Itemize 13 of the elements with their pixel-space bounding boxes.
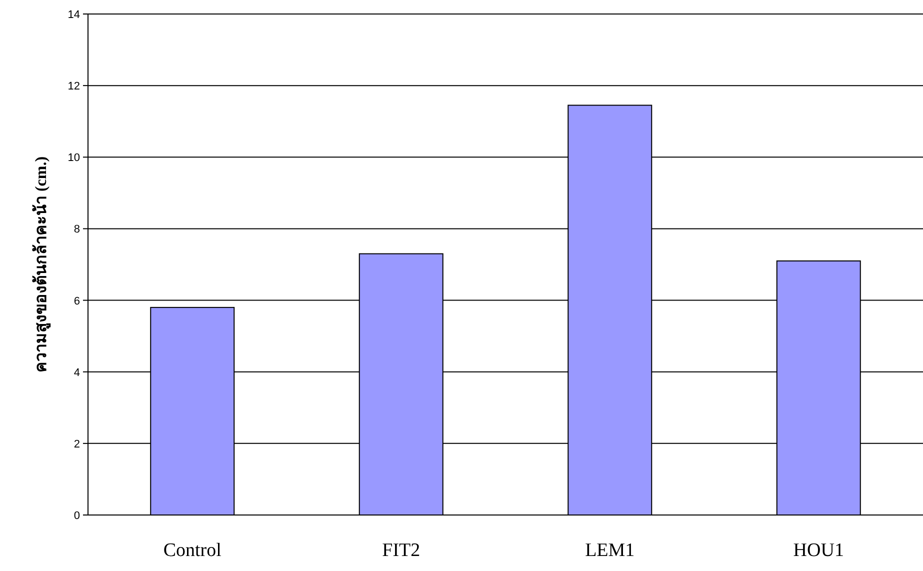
y-tick-label: 6 [74, 295, 80, 308]
x-tick-label: Control [163, 540, 222, 561]
y-tick-label: 10 [68, 152, 80, 164]
y-tick-label: 2 [74, 438, 80, 450]
y-tick-label: 4 [74, 366, 80, 379]
y-tick-label: 14 [68, 9, 80, 21]
y-tick-label: 12 [68, 80, 80, 93]
x-tick-label: LEM1 [585, 540, 635, 561]
y-tick-label: 8 [74, 224, 80, 236]
y-axis-title: ความสูงของต้นกล้าคะน้า (cm.) [32, 156, 52, 373]
y-tick-label: 0 [74, 510, 80, 522]
x-tick-label: HOU1 [793, 540, 844, 561]
x-tick-label: FIT2 [382, 540, 420, 561]
